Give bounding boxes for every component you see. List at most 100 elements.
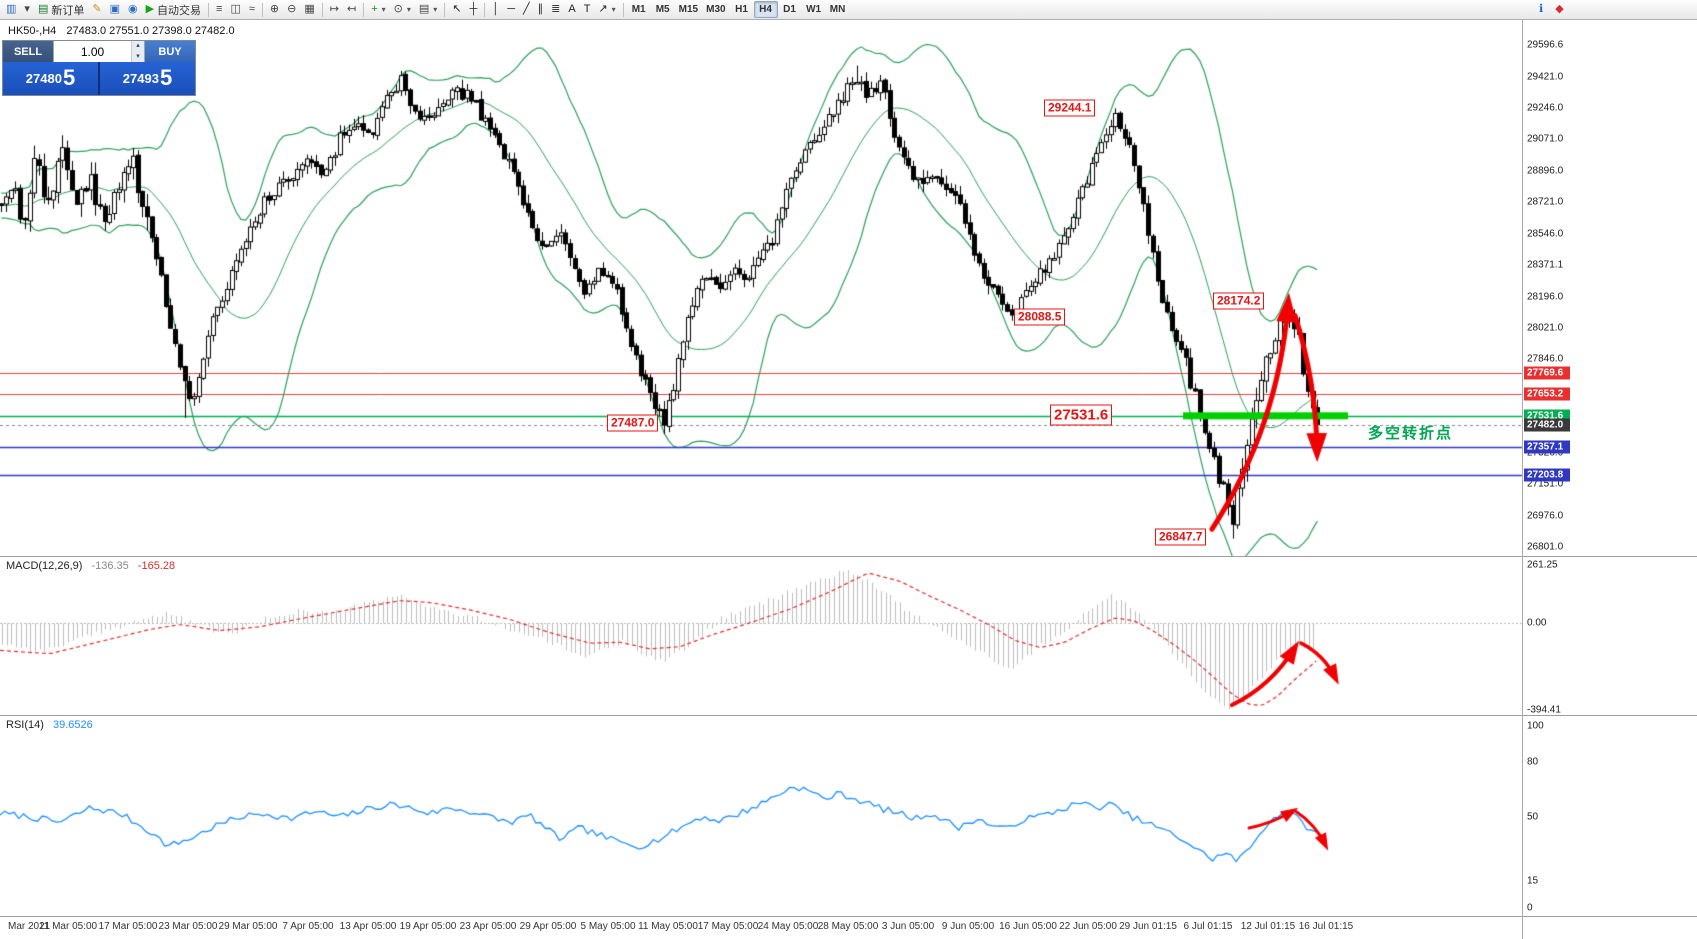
toolbar-separator	[363, 2, 365, 17]
volume-input[interactable]	[54, 41, 131, 62]
sell-button[interactable]: SELL	[3, 41, 53, 62]
timeframe-d1-button[interactable]: D1	[778, 1, 802, 18]
line-chart-icon: ≈	[248, 3, 255, 15]
volume-spinner: ▴ ▾	[131, 41, 144, 62]
channel-icon: ∥	[537, 3, 544, 15]
chevron-down-icon: ▾	[381, 5, 386, 14]
templates-icon[interactable]: ▤ ▾	[415, 1, 441, 18]
timeframe-w1-button[interactable]: W1	[802, 1, 826, 18]
market-watch-icon: ▣	[109, 3, 120, 15]
autotrading-button-label: 自动交易	[157, 4, 202, 17]
volume-box: ▴ ▾	[53, 41, 145, 62]
new-chart-icon[interactable]: ▥	[2, 1, 20, 18]
label-icon[interactable]: T	[580, 1, 595, 18]
toolbar-separator	[444, 2, 446, 17]
rsi-name: RSI(14)	[6, 719, 44, 731]
rsi-value: 39.6526	[52, 719, 93, 731]
timeframe-m15-button[interactable]: M15	[675, 1, 702, 18]
chart-shift-icon[interactable]: ↤	[343, 1, 360, 18]
new-chart-caret-icon[interactable]: ▾	[20, 1, 34, 18]
crosshair-icon: ┼	[469, 3, 478, 15]
timeframe-h4-button[interactable]: H4	[753, 1, 778, 18]
arrows-icon: ↗	[598, 3, 608, 15]
sell-price[interactable]: 27480 5	[3, 62, 98, 95]
autotrading-button[interactable]: ▶ 自动交易	[142, 1, 205, 18]
bar-chart-icon[interactable]: ≡	[212, 1, 226, 18]
autotrading-icon: ▶	[145, 3, 155, 15]
chevron-down-icon: ▾	[406, 5, 411, 14]
tile-windows-icon: ▦	[304, 3, 315, 15]
indicators-icon: +	[371, 3, 378, 15]
alert-icon: ◆	[1555, 3, 1564, 15]
buy-price-main: 27493	[122, 71, 159, 86]
horizontal-line-icon[interactable]: ─	[503, 1, 519, 18]
navigator-icon[interactable]: ◉	[124, 1, 142, 18]
buy-price-pip: 5	[159, 64, 173, 90]
toolbar-separator	[321, 2, 323, 17]
navigator-icon: ◉	[127, 3, 138, 15]
timeframe-m30-button[interactable]: M30	[702, 1, 729, 18]
macd-label: MACD(12,26,9) -136.35 -165.28	[6, 560, 175, 572]
toolbar-separator	[622, 2, 624, 17]
volume-down-icon[interactable]: ▾	[132, 51, 144, 62]
tile-windows-icon[interactable]: ▦	[300, 1, 318, 18]
cursor-icon[interactable]: ↖	[448, 1, 465, 18]
toolbar-separator	[208, 2, 210, 17]
sell-price-pip: 5	[62, 64, 76, 90]
candlestick-chart-icon[interactable]: ◫	[226, 1, 244, 18]
chevron-down-icon: ▾	[433, 5, 438, 14]
channel-icon[interactable]: ∥	[534, 1, 548, 18]
text-icon[interactable]: A	[564, 1, 579, 18]
volume-up-icon[interactable]: ▴	[132, 41, 144, 52]
info-icon[interactable]: ℹ	[1535, 1, 1547, 18]
arrows-icon[interactable]: ↗ ▾	[594, 1, 619, 18]
indicators-icon[interactable]: + ▾	[367, 1, 389, 18]
fibonacci-icon: ≣	[551, 3, 561, 15]
new-order-button-label: 新订单	[51, 4, 85, 17]
metaeditor-icon[interactable]: ✎	[88, 1, 105, 18]
market-watch-icon[interactable]: ▣	[106, 1, 124, 18]
line-chart-icon[interactable]: ≈	[245, 1, 259, 18]
toolbar-right-icons: ℹ ◆	[1535, 1, 1568, 18]
bar-chart-icon: ≡	[216, 3, 223, 15]
timeframe-mn-button[interactable]: MN	[826, 1, 850, 18]
trendline-icon[interactable]: ╱	[519, 1, 534, 18]
periods-icon[interactable]: ⊙ ▾	[390, 1, 415, 18]
sell-price-main: 27480	[25, 71, 62, 86]
chart-symbol-header: HK50-,H4 27483.0 27551.0 27398.0 27482.0	[8, 25, 235, 37]
buy-price[interactable]: 27493 5	[98, 62, 195, 95]
cursor-icon: ↖	[452, 3, 462, 15]
timeframe-m1-button[interactable]: M1	[627, 1, 651, 18]
crosshair-icon[interactable]: ┼	[466, 1, 482, 18]
text-icon: A	[568, 3, 576, 15]
timeframe-h1-button[interactable]: H1	[730, 1, 754, 18]
new-order-button[interactable]: ▤ 新订单	[34, 1, 88, 18]
timeframe-m5-button[interactable]: M5	[651, 1, 675, 18]
trendline-icon: ╱	[523, 3, 530, 15]
rsi-label: RSI(14) 39.6526	[6, 719, 93, 731]
buy-button[interactable]: BUY	[145, 41, 195, 62]
candlestick-chart-icon: ◫	[230, 3, 241, 15]
vertical-line-icon[interactable]: │	[488, 1, 503, 18]
zoom-out-icon[interactable]: ⊖	[283, 1, 300, 18]
zoom-in-icon[interactable]: ⊕	[266, 1, 283, 18]
macd-name: MACD(12,26,9)	[6, 560, 83, 572]
periods-icon: ⊙	[393, 3, 403, 15]
info-icon: ℹ	[1539, 3, 1544, 15]
one-click-prices-row: 27480 5 27493 5	[3, 62, 195, 95]
toolbar-separator	[261, 2, 263, 17]
auto-scroll-icon: ↦	[329, 3, 339, 15]
one-click-buttons-row: SELL ▴ ▾ BUY	[3, 41, 195, 62]
label-icon: T	[583, 3, 591, 15]
auto-scroll-icon[interactable]: ↦	[326, 1, 343, 18]
new-chart-caret-icon: ▾	[24, 3, 30, 15]
vertical-line-icon: │	[492, 3, 500, 15]
panel-separator[interactable]	[0, 556, 1697, 557]
panel-separator[interactable]	[0, 715, 1697, 716]
chart-ohlc: 27483.0 27551.0 27398.0 27482.0	[66, 25, 235, 37]
alert-icon[interactable]: ◆	[1551, 1, 1567, 18]
toolbar-separator	[484, 2, 486, 17]
fibonacci-icon[interactable]: ≣	[547, 1, 564, 18]
